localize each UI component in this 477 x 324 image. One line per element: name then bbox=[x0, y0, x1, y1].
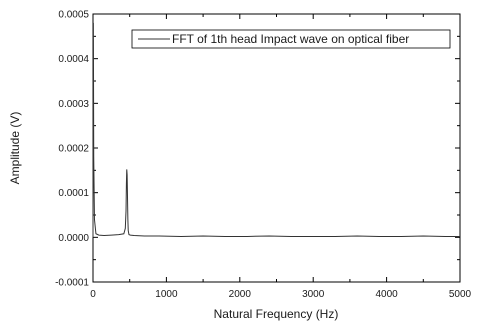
x-tick-label: 0 bbox=[90, 289, 96, 300]
x-tick-label: 2000 bbox=[229, 289, 252, 300]
y-tick-label: 0.0002 bbox=[58, 144, 89, 155]
x-tick-label: 3000 bbox=[302, 289, 325, 300]
y-tick-label: 0.0001 bbox=[58, 188, 89, 199]
legend-box bbox=[131, 29, 451, 49]
y-axis-title: Amplitude (V) bbox=[8, 112, 22, 185]
x-axis: 0 1000 2000 3000 4000 5000 bbox=[90, 14, 472, 300]
y-tick-label: 0.0004 bbox=[58, 54, 89, 65]
x-tick-label: 5000 bbox=[449, 289, 472, 300]
x-tick-label: 1000 bbox=[155, 289, 178, 300]
legend-label: FFT of 1th head Impact wave on optical f… bbox=[172, 32, 409, 46]
x-tick-label: 4000 bbox=[375, 289, 398, 300]
y-axis: -0.0001 0.0000 0.0001 0.0002 0.0003 0.0004 0.0… bbox=[55, 10, 460, 289]
y-tick-label: 0.0003 bbox=[58, 99, 89, 110]
fft-series-line bbox=[92, 22, 460, 238]
x-axis-title: Natural Frequency (Hz) bbox=[214, 307, 339, 321]
plot-area bbox=[92, 13, 461, 283]
y-tick-label: 0.0000 bbox=[58, 233, 89, 244]
y-tick-label: 0.0005 bbox=[58, 10, 89, 21]
legend: FFT of 1th head Impact wave on optical f… bbox=[131, 29, 451, 49]
y-tick-label: -0.0001 bbox=[55, 278, 89, 289]
